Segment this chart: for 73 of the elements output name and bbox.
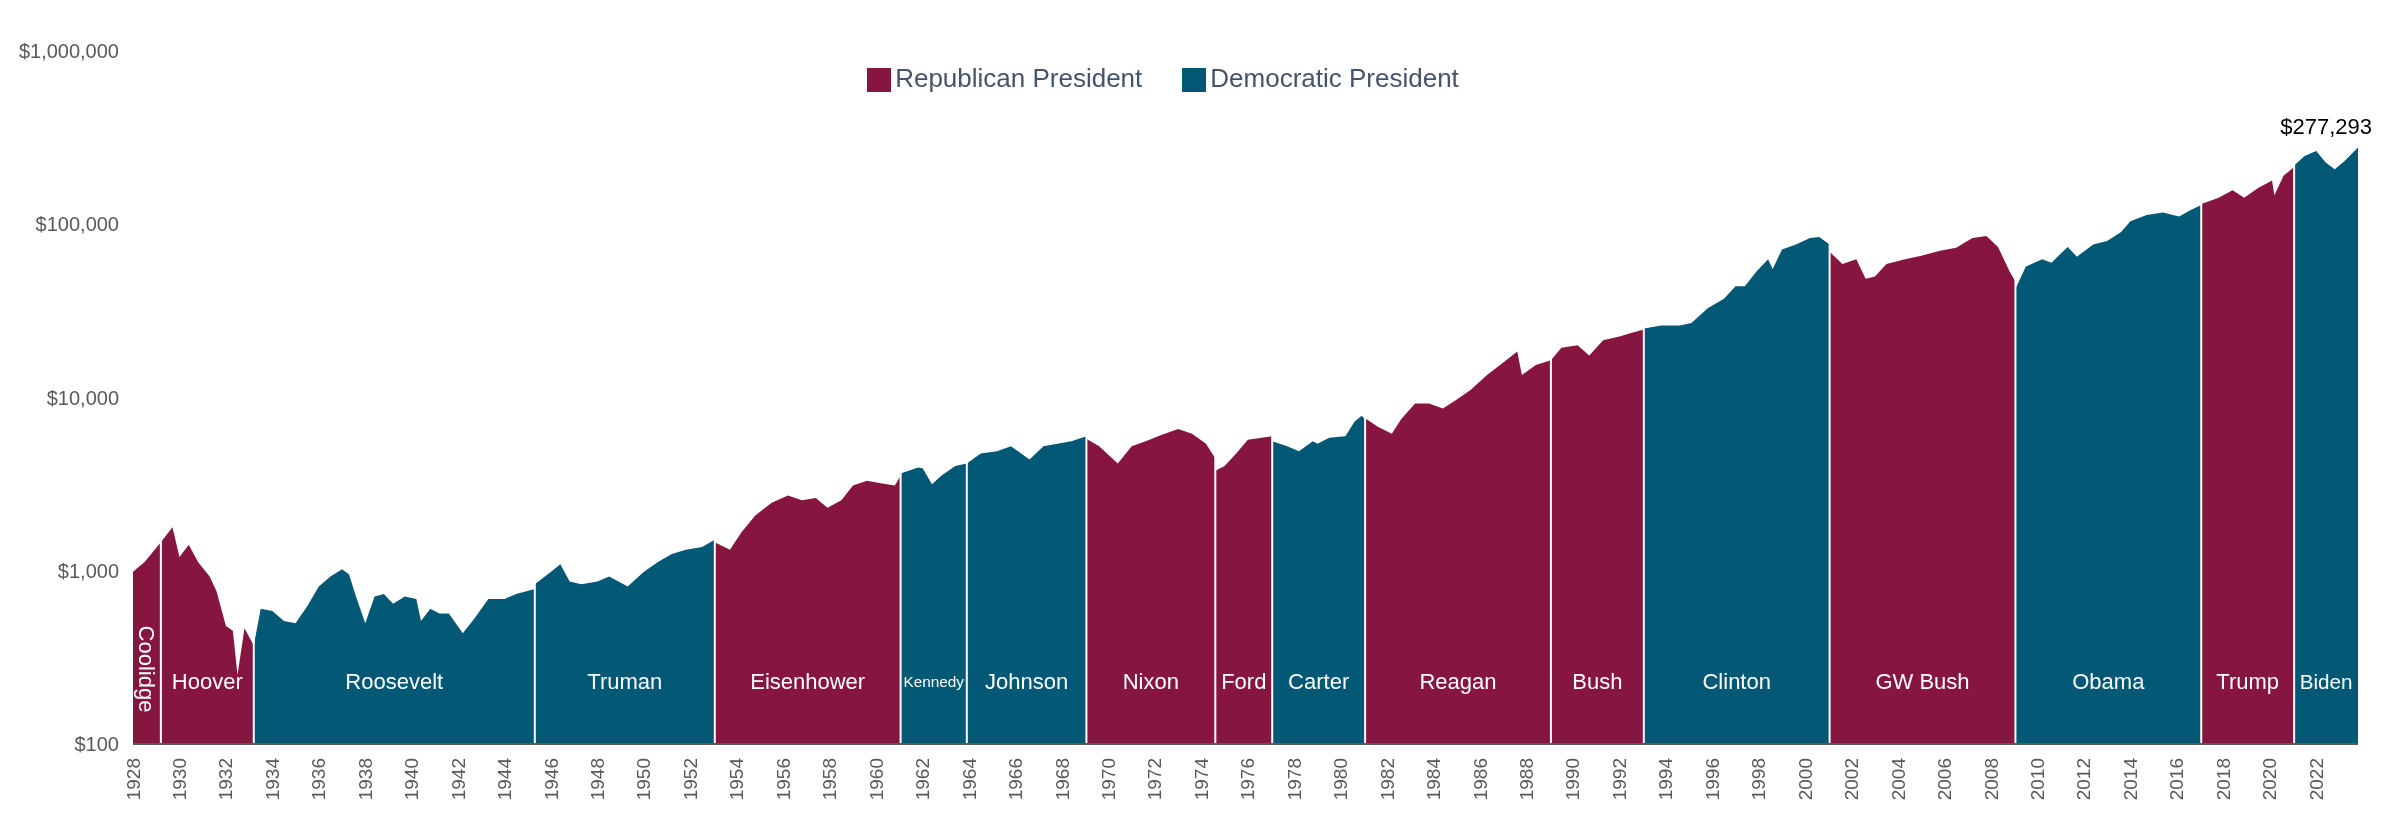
x-tick-label: 1936 (308, 758, 330, 801)
x-tick-label: 2008 (1980, 758, 2002, 801)
annotation: Reagan (1419, 668, 1497, 694)
x-tick-label: 1950 (633, 758, 655, 801)
x-tick-label: 1982 (1376, 758, 1398, 801)
annotation: Bush (1572, 668, 1623, 694)
x-tick-label: 1934 (261, 757, 283, 801)
x-tick-label: 1932 (215, 758, 237, 801)
annotation: Trump (2216, 668, 2280, 694)
x-tick-label: 1946 (540, 758, 562, 801)
x-tick-label: 1986 (1469, 758, 1491, 801)
x-tick-label: 1978 (1283, 758, 1305, 801)
x-tick-label: 1992 (1608, 758, 1630, 801)
x-tick-label: 2004 (1887, 757, 1909, 801)
x-tick-label: 1980 (1330, 758, 1352, 801)
annotation: Clinton (1702, 668, 1771, 694)
x-tick-label: 2000 (1794, 758, 1816, 801)
annotation: Hoover (171, 668, 243, 694)
annotation: Nixon (1122, 668, 1179, 694)
x-tick-label: 1952 (679, 758, 701, 801)
annotation: Ford (1221, 668, 1267, 694)
x-tick-label: 2022 (2305, 758, 2327, 801)
x-tick-label: 1960 (865, 758, 887, 801)
x-tick-label: 1970 (1097, 758, 1119, 801)
x-tick-label: 1942 (447, 758, 469, 801)
annotation: GW Bush (1875, 668, 1970, 694)
x-tick-label: 1966 (1005, 758, 1027, 801)
x-tick-label: 2020 (2259, 758, 2281, 801)
x-tick-label: 1974 (1190, 757, 1212, 801)
x-tick-label: 1968 (1051, 758, 1073, 801)
x-tick-label: 2006 (1934, 758, 1956, 801)
x-tick-label: 2014 (2119, 757, 2141, 801)
x-tick-label: 1976 (1237, 758, 1259, 801)
annotation: Truman (587, 668, 663, 694)
x-tick-label: 1998 (1748, 758, 1770, 801)
x-tick-label: 1988 (1516, 758, 1538, 801)
annotation: Biden (2299, 669, 2353, 693)
legend-label: Republican President (895, 63, 1143, 93)
x-tick-label: 1996 (1701, 758, 1723, 801)
x-tick-label: 2002 (1841, 758, 1863, 801)
x-tick-label: 1964 (958, 757, 980, 801)
x-tick-label: 2012 (2073, 758, 2095, 801)
x-tick-label: 1990 (1562, 758, 1584, 801)
annotation: Johnson (985, 668, 1069, 694)
annotation: Eisenhower (750, 668, 866, 694)
y-tick-label: $100 (74, 733, 119, 755)
annotation: Roosevelt (345, 668, 444, 694)
y-tick-label: $100,000 (35, 213, 119, 236)
x-tick-label: 1958 (819, 758, 841, 801)
x-tick-label: 1962 (912, 758, 934, 801)
y-tick-label: $1,000,000 (18, 40, 119, 62)
x-tick-label: 1954 (726, 757, 748, 801)
annotation: Carter (1288, 668, 1350, 694)
annotation: Obama (2072, 668, 2146, 694)
y-tick-label: $10,000 (46, 386, 119, 409)
x-tick-label: 1930 (168, 758, 190, 801)
x-tick-label: 1956 (772, 758, 794, 801)
legend-label: Democratic President (1210, 63, 1459, 93)
x-tick-label: 1938 (354, 758, 376, 801)
x-tick-label: 1948 (587, 758, 609, 801)
y-tick-label: $1,000 (57, 559, 119, 582)
x-tick-label: 1944 (494, 757, 516, 801)
annotation: Coolidge (134, 625, 160, 713)
x-tick-label: 1984 (1423, 757, 1445, 801)
x-tick-label: 1972 (1144, 758, 1166, 801)
x-tick-label: 2010 (2026, 758, 2048, 801)
annotation: $277,293 (2280, 113, 2372, 139)
x-tick-label: 1928 (122, 758, 144, 801)
annotation: Kennedy (903, 672, 965, 690)
x-tick-label: 1994 (1655, 757, 1677, 801)
x-tick-label: 2018 (2212, 758, 2234, 801)
x-tick-label: 1940 (401, 758, 423, 801)
x-tick-label: 2016 (2166, 758, 2188, 801)
